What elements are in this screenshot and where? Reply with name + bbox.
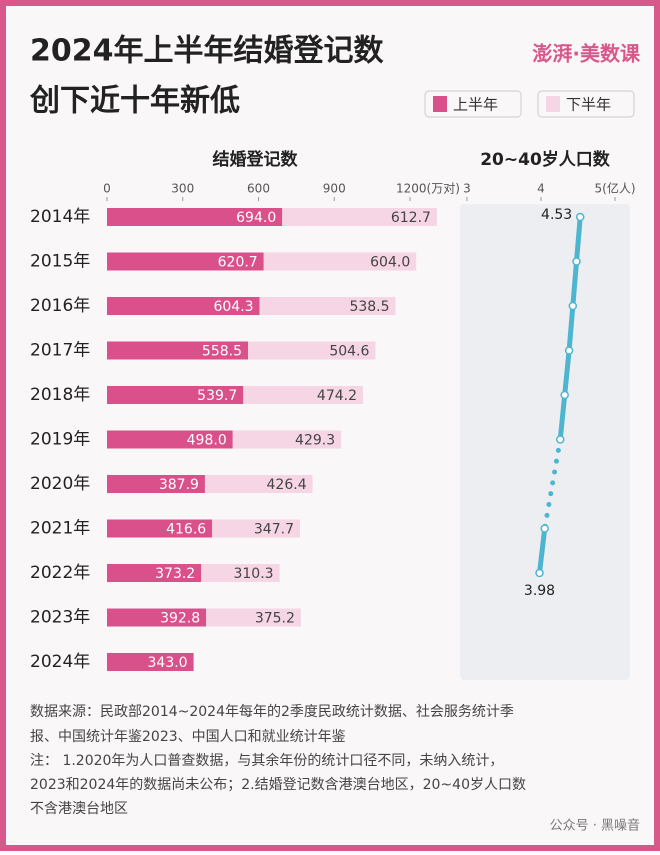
point (564, 346, 574, 355)
bar (107, 252, 264, 271)
bar (107, 430, 233, 449)
bar (232, 430, 342, 449)
legend-label: 上半年 (453, 96, 498, 114)
point (555, 435, 565, 444)
y-tick-label: 2020年 (30, 474, 90, 494)
bar (107, 519, 213, 538)
y-tick-label: 2015年 (30, 252, 90, 272)
bar (107, 341, 249, 360)
value-label: 373.2 (155, 566, 195, 582)
value-label: 416.6 (166, 522, 206, 538)
line (537, 216, 583, 574)
bar (107, 297, 260, 315)
title: 2024年上半年结婚登记数 (30, 34, 384, 69)
note: 不含港澳台地区 (30, 801, 128, 817)
note: 注： 1.2020年为人口普查数据，与其余年份的统计口径不同，未纳入统计， (30, 752, 503, 769)
value-label: 504.6 (329, 344, 369, 360)
chart-title: 结婚登记数 (213, 149, 299, 170)
line-panel (460, 204, 630, 680)
bar (282, 208, 437, 226)
y-tick-label: 2021年 (30, 519, 90, 539)
bar (259, 297, 396, 315)
value-label: 426.4 (267, 477, 307, 493)
value-label: 310.3 (233, 566, 273, 582)
point (568, 301, 578, 311)
x-tick-label: 5(亿人) (595, 181, 636, 196)
bar (107, 475, 205, 493)
value-label: 474.2 (317, 388, 357, 404)
value-label: 604.0 (370, 255, 410, 271)
legend-box (424, 90, 522, 118)
value-label: 375.2 (255, 611, 295, 627)
note: 2023和2024年的数据尚未公布；2.结婚登记数含港澳台地区，20~40岁人口… (30, 777, 526, 793)
y-tick-label: 2017年 (30, 341, 90, 361)
value-label: 498.0 (187, 433, 227, 449)
y-tick-label: 2022年 (30, 563, 90, 583)
legend-box (537, 90, 635, 118)
value-label: 620.7 (218, 255, 258, 271)
y-tick-label: 2016年 (30, 296, 90, 316)
point (540, 524, 549, 533)
value-label: 4.53 (541, 207, 572, 223)
point (575, 212, 585, 222)
chart-title: 20~40岁人口数 (480, 149, 611, 170)
legend-swatch (546, 96, 560, 112)
y-tick-label: 2019年 (30, 430, 90, 450)
value-label: 538.5 (349, 299, 389, 315)
value-label: 694.0 (236, 210, 276, 226)
value-label: 343.0 (148, 655, 188, 671)
value-label: 387.9 (159, 477, 199, 493)
logo: 澎湃·美数课 (532, 42, 641, 66)
point (560, 390, 569, 400)
x-tick-label: 900 (323, 182, 346, 196)
note: 数据来源：民政部2014~2024年每年的2季度民政统计数据、社会服务统计季 (30, 704, 514, 720)
note: 报、中国统计年鉴2023、中国人口和就业统计年鉴 (30, 729, 346, 745)
y-tick-label: 2018年 (30, 385, 90, 405)
title: 创下近十年新低 (29, 84, 240, 119)
value-label: 604.3 (213, 299, 253, 315)
x-tick-label: 0 (103, 182, 111, 196)
gap-connector (542, 437, 563, 531)
x-tick-label: 4 (537, 182, 545, 196)
bar (107, 608, 207, 627)
value-label: 429.3 (295, 433, 335, 449)
point (535, 568, 544, 578)
value-label: 392.8 (160, 611, 200, 627)
value-label: 3.98 (524, 583, 555, 599)
value-label: 347.7 (254, 522, 294, 538)
value-label: 539.7 (197, 388, 237, 404)
bar (204, 475, 313, 493)
bar (107, 653, 194, 671)
x-tick-label: 3 (463, 182, 471, 196)
bar (248, 341, 376, 360)
x-tick-label: 300 (171, 182, 194, 196)
legend-swatch (433, 96, 447, 112)
y-tick-label: 2023年 (30, 608, 90, 628)
bar (243, 386, 364, 404)
legend-label: 下半年 (566, 96, 611, 114)
value-label: 558.5 (202, 344, 242, 360)
bar (107, 208, 283, 226)
x-tick-label: 600 (247, 182, 270, 196)
bar (107, 564, 202, 582)
watermark: 公众号 · 黑噪音 (550, 818, 640, 834)
bar (212, 519, 300, 538)
y-tick-label: 2014年 (30, 207, 90, 227)
bar (107, 386, 244, 404)
bar (201, 564, 280, 582)
bar (263, 252, 417, 271)
x-tick-label: 1200(万对) (396, 182, 460, 196)
y-tick-label: 2024年 (30, 652, 90, 672)
point (572, 257, 581, 266)
value-label: 612.7 (391, 210, 431, 226)
bar (206, 608, 301, 627)
